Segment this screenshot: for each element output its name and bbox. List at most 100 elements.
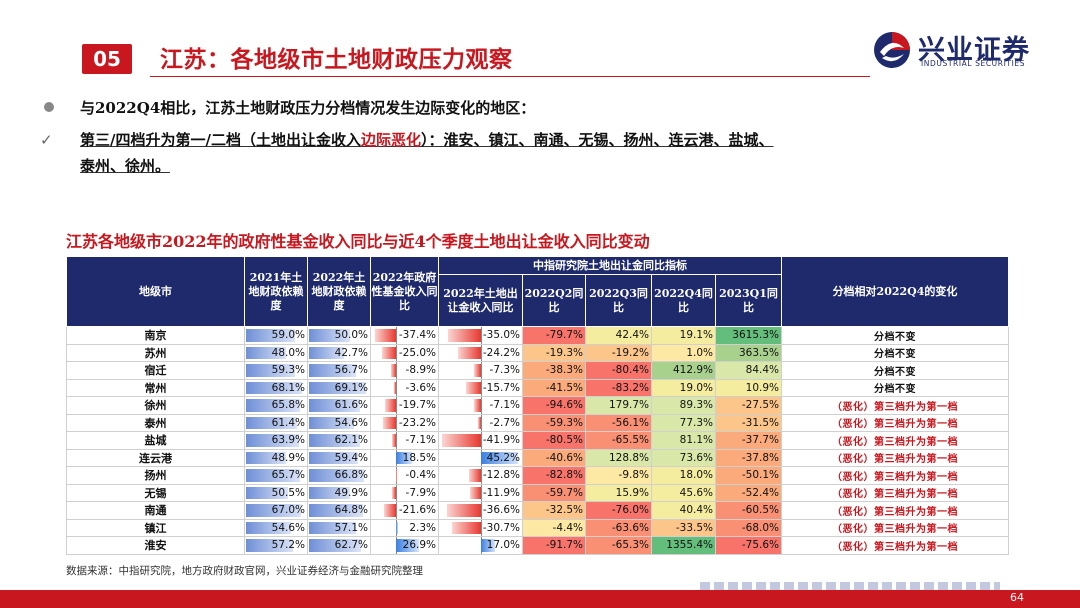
dep-cell-d21: 59.0% — [244, 326, 308, 345]
dep-bar — [309, 504, 363, 517]
quarter-cell-q1: -60.5% — [715, 501, 782, 520]
dep-bar — [246, 416, 297, 429]
quarter-cell-q3: 128.8% — [585, 448, 652, 467]
dep-bar — [246, 346, 286, 359]
tier-change: 分档不变 — [781, 378, 1009, 397]
table-row: 南通 67.0% 64.8% -21.6% -36.6% -32.5% -76.0% 40.4… — [66, 501, 1009, 520]
city-name: 南通 — [66, 501, 245, 520]
zero-axis — [396, 344, 398, 361]
header-q1: 2023Q1同比 — [715, 274, 782, 327]
dep-cell-d22: 49.9% — [307, 483, 371, 502]
logo-name: 兴业证券 — [918, 35, 1030, 66]
header-dep2021: 2021年土地财政依赖度 — [244, 256, 308, 327]
header-change: 分档相对2022Q4的变化 — [781, 256, 1009, 327]
dep-bar — [309, 451, 359, 464]
zero-axis — [480, 432, 482, 449]
quarter-cell-q1: -31.5% — [715, 413, 782, 432]
quarter-cell-q1: 10.9% — [715, 378, 782, 397]
zero-axis — [480, 362, 482, 379]
yoy-bar — [382, 346, 397, 359]
yoy-bar — [396, 539, 419, 552]
quarter-cell-q3: -76.0% — [585, 501, 652, 520]
quarter-cell-q2: -40.6% — [522, 448, 586, 467]
source-note: 数据来源：中指研究院，地方政府财政官网，兴业证券经济与金融研究院整理 — [66, 565, 423, 577]
yoy-cell-land: -11.9% — [438, 483, 523, 502]
yoy-bar — [391, 364, 397, 377]
yoy-bar — [480, 451, 519, 464]
quarter-cell-q1: -37.8% — [715, 448, 782, 467]
bullet-detail-highlight: 边际恶化 — [360, 131, 421, 149]
yoy-cell-fund: -23.2% — [370, 413, 439, 432]
yoy-cell-fund: -7.1% — [370, 431, 439, 450]
quarter-cell-q2: -82.8% — [522, 466, 586, 485]
quarter-cell-q1: -50.1% — [715, 466, 782, 485]
city-name: 连云港 — [66, 448, 245, 467]
yoy-cell-fund: -21.6% — [370, 501, 439, 520]
city-name: 徐州 — [66, 396, 245, 415]
zero-axis — [396, 379, 398, 396]
yoy-value: -41.9% — [482, 434, 520, 447]
yoy-cell-fund: -0.4% — [370, 466, 439, 485]
dep-cell-d21: 59.3% — [244, 361, 308, 380]
quarter-cell-q1: 3615.3% — [715, 326, 782, 345]
quarter-cell-q3: 15.9% — [585, 483, 652, 502]
bullet-detail-post: ）：淮安、镇江、南通、无锡、扬州、连云港、盐城、 — [420, 131, 774, 149]
yoy-bar — [469, 486, 481, 499]
zero-axis — [480, 414, 482, 431]
dep-bar — [309, 486, 351, 499]
quarter-cell-q1: 363.5% — [715, 343, 782, 362]
bullet-summary: 与2022Q4相比，江苏土地财政压力分档情况发生边际变化的地区： — [44, 97, 535, 118]
dep-value: 67.0% — [271, 504, 305, 517]
dep-cell-d21: 63.9% — [244, 431, 308, 450]
quarter-cell-q3: 42.4% — [585, 326, 652, 345]
yoy-value: -3.6% — [405, 381, 436, 394]
quarter-cell-q3: -65.5% — [585, 431, 652, 450]
checkmark-icon: ✓ — [40, 131, 53, 149]
quarter-cell-q2: -94.6% — [522, 396, 586, 415]
yoy-cell-fund: 2.3% — [370, 518, 439, 537]
zero-axis — [480, 502, 482, 519]
yoy-bar — [458, 346, 481, 359]
quarter-cell-q3: 179.7% — [585, 396, 652, 415]
yoy-bar — [466, 381, 481, 394]
footer-stripe — [700, 582, 1000, 590]
yoy-bar — [392, 486, 397, 499]
quarter-cell-q4: 77.3% — [651, 413, 716, 432]
yoy-cell-land: -36.6% — [438, 501, 523, 520]
dep-cell-d22: 57.1% — [307, 518, 371, 537]
dep-bar — [309, 399, 360, 412]
quarter-cell-q4: 1.0% — [651, 343, 716, 362]
quarter-cell-q2: -19.3% — [522, 343, 586, 362]
table-row: 连云港 48.9% 59.4% 18.5% 45.2% -40.6% 128.8% 73.6%… — [66, 448, 1009, 467]
dep-bar — [246, 486, 288, 499]
table-row: 苏州 48.0% 42.7% -25.0% -24.2% -19.3% -19.2% 1.0%… — [66, 343, 1009, 362]
dep-value: 50.0% — [334, 329, 368, 342]
table-row: 宿迁 59.3% 56.7% -8.9% -7.3% -38.3% -80.4% 412.9%… — [66, 361, 1009, 380]
zero-axis — [480, 397, 482, 414]
data-table: 地级市 2021年土地财政依赖度 2022年土地财政依赖度 2022年政府性基金… — [66, 256, 1009, 555]
dep-cell-d21: 50.5% — [244, 483, 308, 502]
tier-change: 分档不变 — [781, 343, 1009, 362]
yoy-cell-land: -41.9% — [438, 431, 523, 450]
yoy-cell-land: -35.0% — [438, 326, 523, 345]
dep-cell-d22: 64.8% — [307, 501, 371, 520]
quarter-cell-q4: 40.4% — [651, 501, 716, 520]
dep-cell-d21: 65.7% — [244, 466, 308, 485]
dep-bar — [246, 504, 302, 517]
dep-cell-d21: 54.6% — [244, 518, 308, 537]
quarter-cell-q3: -80.4% — [585, 361, 652, 380]
yoy-cell-fund: 26.9% — [370, 536, 439, 555]
dep-cell-d21: 48.0% — [244, 343, 308, 362]
dep-bar — [309, 346, 345, 359]
dep-value: 62.1% — [334, 434, 368, 447]
dep-value: 64.8% — [334, 504, 368, 517]
quarter-cell-q4: 19.0% — [651, 378, 716, 397]
city-name: 淮安 — [66, 536, 245, 555]
yoy-value: 18.5% — [402, 451, 436, 464]
city-name: 无锡 — [66, 483, 245, 502]
dep-cell-d21: 57.2% — [244, 536, 308, 555]
yoy-bar — [385, 399, 397, 412]
quarter-cell-q2: -41.5% — [522, 378, 586, 397]
dep-cell-d22: 42.7% — [307, 343, 371, 362]
dep-value: 57.1% — [334, 521, 368, 534]
